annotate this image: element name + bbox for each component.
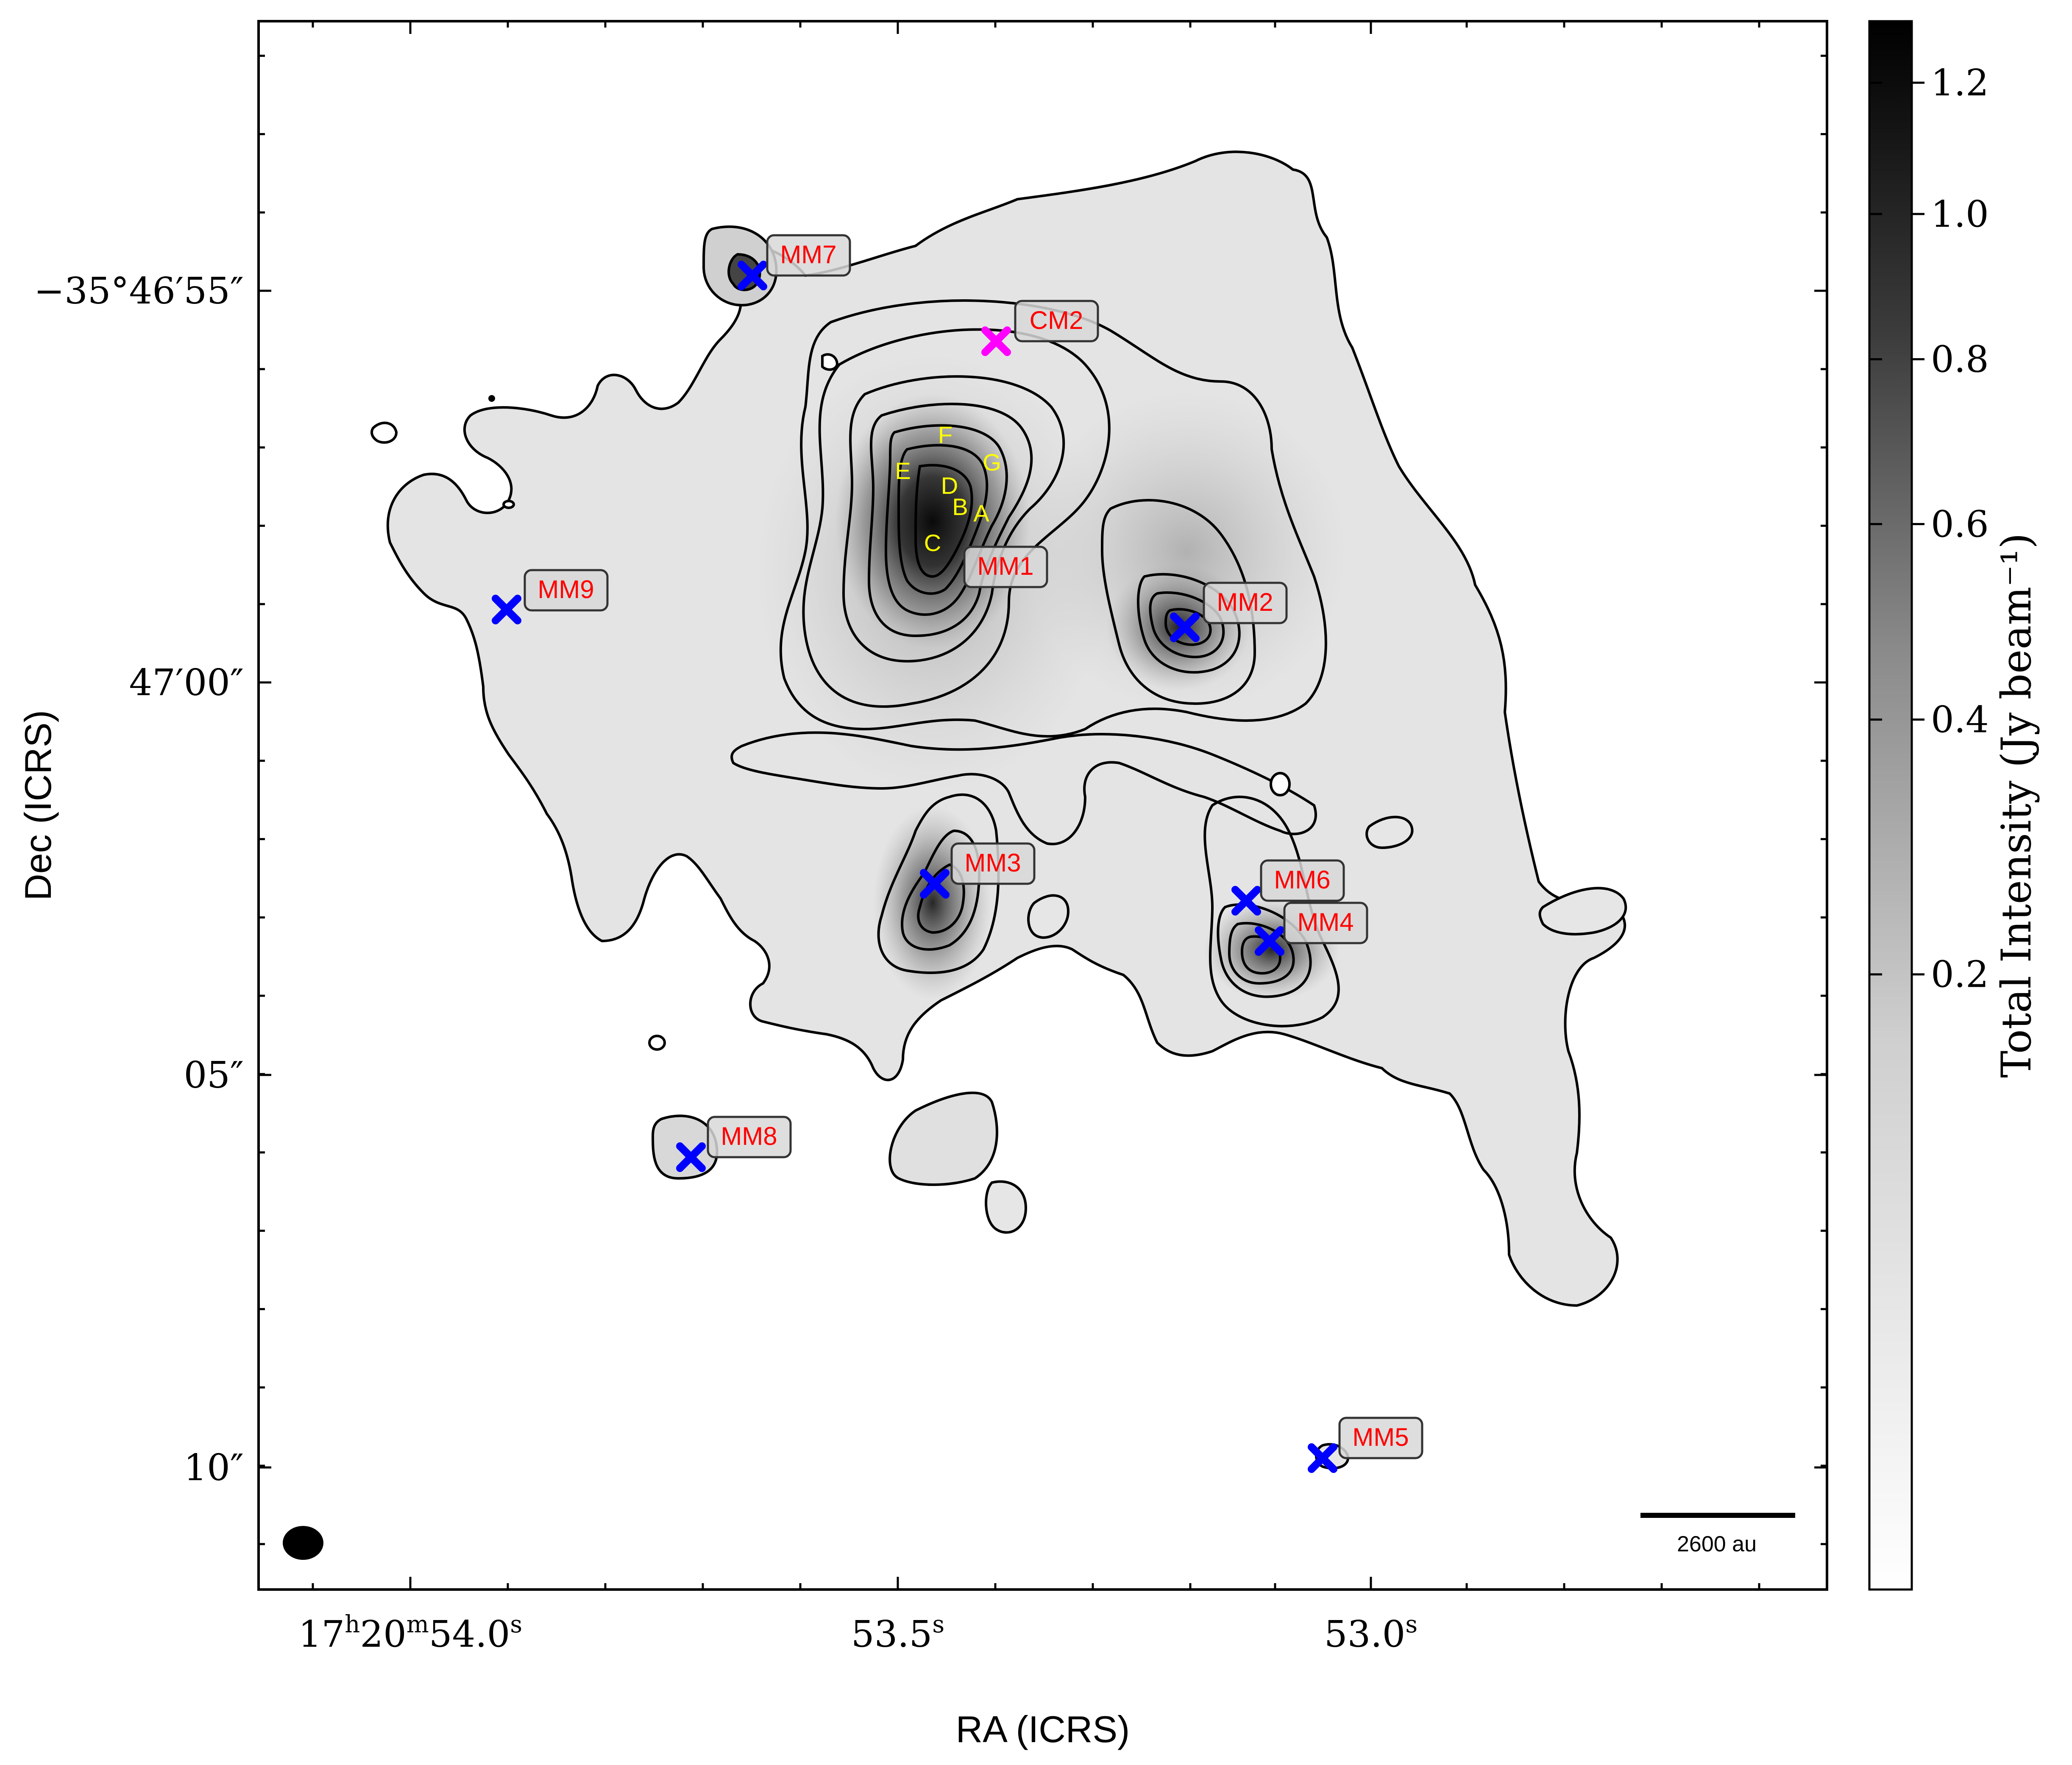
source-label-mm7: MM7 — [766, 234, 851, 277]
plot-area: 2600 au A B C D E F G MM1 MM2 MM3 MM4 MM5 MM6… — [257, 20, 1828, 1591]
x-tick-label-535: 53.5s — [851, 1611, 944, 1656]
y-tick-label-5655: −35°46′55″ — [34, 270, 244, 312]
source-marker-mm3 — [920, 869, 950, 899]
clump-nw — [370, 421, 398, 444]
source-marker-mm2 — [1170, 612, 1200, 642]
clump-south-small — [985, 1180, 1028, 1234]
source-marker-mm8 — [676, 1142, 706, 1172]
colorbar-ticks: 1.2 1.0 0.8 0.6 0.4 0.2 — [1869, 62, 1989, 996]
svg-text:1.0: 1.0 — [1931, 193, 1989, 236]
source-marker-mm7 — [738, 261, 767, 290]
svg-text:0.6: 0.6 — [1931, 503, 1989, 546]
colorbar-gradient — [1868, 20, 1913, 1591]
source-marker-mm9 — [492, 595, 521, 624]
scale-bar-label: 2600 au — [1677, 1532, 1757, 1556]
colorbar-tick-10: 1.0 — [1869, 193, 1989, 236]
source-label-text-mm6: MM6 — [1274, 866, 1330, 894]
clump-east — [1538, 887, 1627, 935]
subsource-label-b: B — [952, 493, 968, 520]
x-tick-labels: 17h20m54.0s 53.5s 53.0s — [298, 1611, 1418, 1656]
source-label-mm6: MM6 — [1260, 859, 1345, 902]
source-marker-mm6 — [1231, 886, 1261, 916]
y-tick-label-4700: 47′00″ — [129, 662, 244, 704]
colorbar-label: Total Intensity (Jy beam⁻¹) — [1993, 533, 2040, 1078]
subsource-label-d: D — [941, 472, 958, 499]
clump-tiny-3 — [648, 1035, 666, 1051]
source-marker-mm4 — [1255, 926, 1284, 956]
clump-tiny-4 — [1270, 772, 1291, 796]
source-label-text-mm2: MM2 — [1217, 588, 1273, 616]
x-axis-label: RA (ICRS) — [956, 1708, 1130, 1750]
colorbar-tick-12: 1.2 — [1869, 62, 1989, 104]
x-tick-label-530: 53.0s — [1324, 1611, 1418, 1656]
source-label-mm1: MM1 — [963, 546, 1048, 588]
contours-mm1 — [779, 299, 1327, 738]
source-marker-mm5 — [1308, 1443, 1337, 1473]
clump-east-2 — [1365, 816, 1414, 849]
y-tick-label-10: 10″ — [184, 1447, 244, 1489]
colorbar-tick-04: 0.4 — [1869, 699, 1989, 741]
source-label-text-mm1: MM1 — [977, 552, 1033, 580]
x-tick-label-54: 17h20m54.0s — [298, 1611, 522, 1656]
subsource-label-c: C — [924, 529, 941, 556]
source-label-text-mm4: MM4 — [1297, 908, 1353, 936]
source-label-text-cm2: CM2 — [1030, 306, 1083, 334]
clump-south-center — [888, 1091, 998, 1186]
clump-n — [821, 353, 839, 371]
y-axis-label: Dec (ICRS) — [17, 710, 59, 901]
source-label-text-mm5: MM5 — [1352, 1423, 1409, 1451]
colorbar-tick-08: 0.8 — [1869, 338, 1989, 381]
axis-minor-ticks-y — [259, 55, 1827, 1545]
svg-text:0.8: 0.8 — [1931, 338, 1989, 381]
y-tick-label-05: 05″ — [184, 1054, 244, 1097]
source-label-mm5: MM5 — [1338, 1417, 1423, 1459]
clump-tiny-2 — [502, 500, 515, 509]
plot-frame — [257, 20, 1828, 1591]
subsource-labels: A B C D E F G — [895, 421, 1001, 556]
y-tick-labels: −35°46′55″ 47′00″ 05″ 10″ — [34, 270, 244, 1489]
svg-text:0.2: 0.2 — [1931, 954, 1989, 996]
subsource-label-a: A — [973, 500, 989, 526]
svg-text:0.4: 0.4 — [1931, 699, 1989, 741]
source-label-text-mm7: MM7 — [780, 240, 836, 269]
source-label-mm2: MM2 — [1203, 582, 1288, 624]
beam-ellipse — [283, 1526, 323, 1560]
source-label-mm8: MM8 — [707, 1116, 792, 1158]
clump-mid-3 — [1027, 894, 1070, 939]
colorbar-tick-02: 0.2 — [1869, 954, 1989, 996]
subsource-label-g: G — [983, 449, 1001, 476]
clump-tiny-1 — [488, 395, 495, 402]
svg-text:1.2: 1.2 — [1931, 62, 1989, 104]
source-labels: MM1 MM2 MM3 MM4 MM5 MM6 MM7 MM8 MM9 CM2 — [524, 234, 1423, 1459]
colorbar: 1.2 1.0 0.8 0.6 0.4 0.2 Total Intensity (Jy b… — [1868, 20, 2040, 1591]
subsource-label-e: E — [895, 457, 911, 484]
source-marker-cm2 — [981, 326, 1011, 356]
source-label-text-mm3: MM3 — [964, 849, 1021, 877]
axis-ticks — [259, 21, 1827, 1590]
subsource-label-f: F — [938, 421, 952, 448]
source-markers — [492, 261, 1337, 1473]
source-label-mm3: MM3 — [950, 842, 1036, 885]
source-label-text-mm9: MM9 — [537, 575, 594, 604]
source-label-mm4: MM4 — [1283, 902, 1368, 944]
colorbar-tick-06: 0.6 — [1869, 503, 1989, 546]
source-label-mm9: MM9 — [524, 569, 609, 612]
source-label-cm2: CM2 — [1014, 300, 1099, 342]
source-label-text-mm8: MM8 — [721, 1122, 777, 1150]
